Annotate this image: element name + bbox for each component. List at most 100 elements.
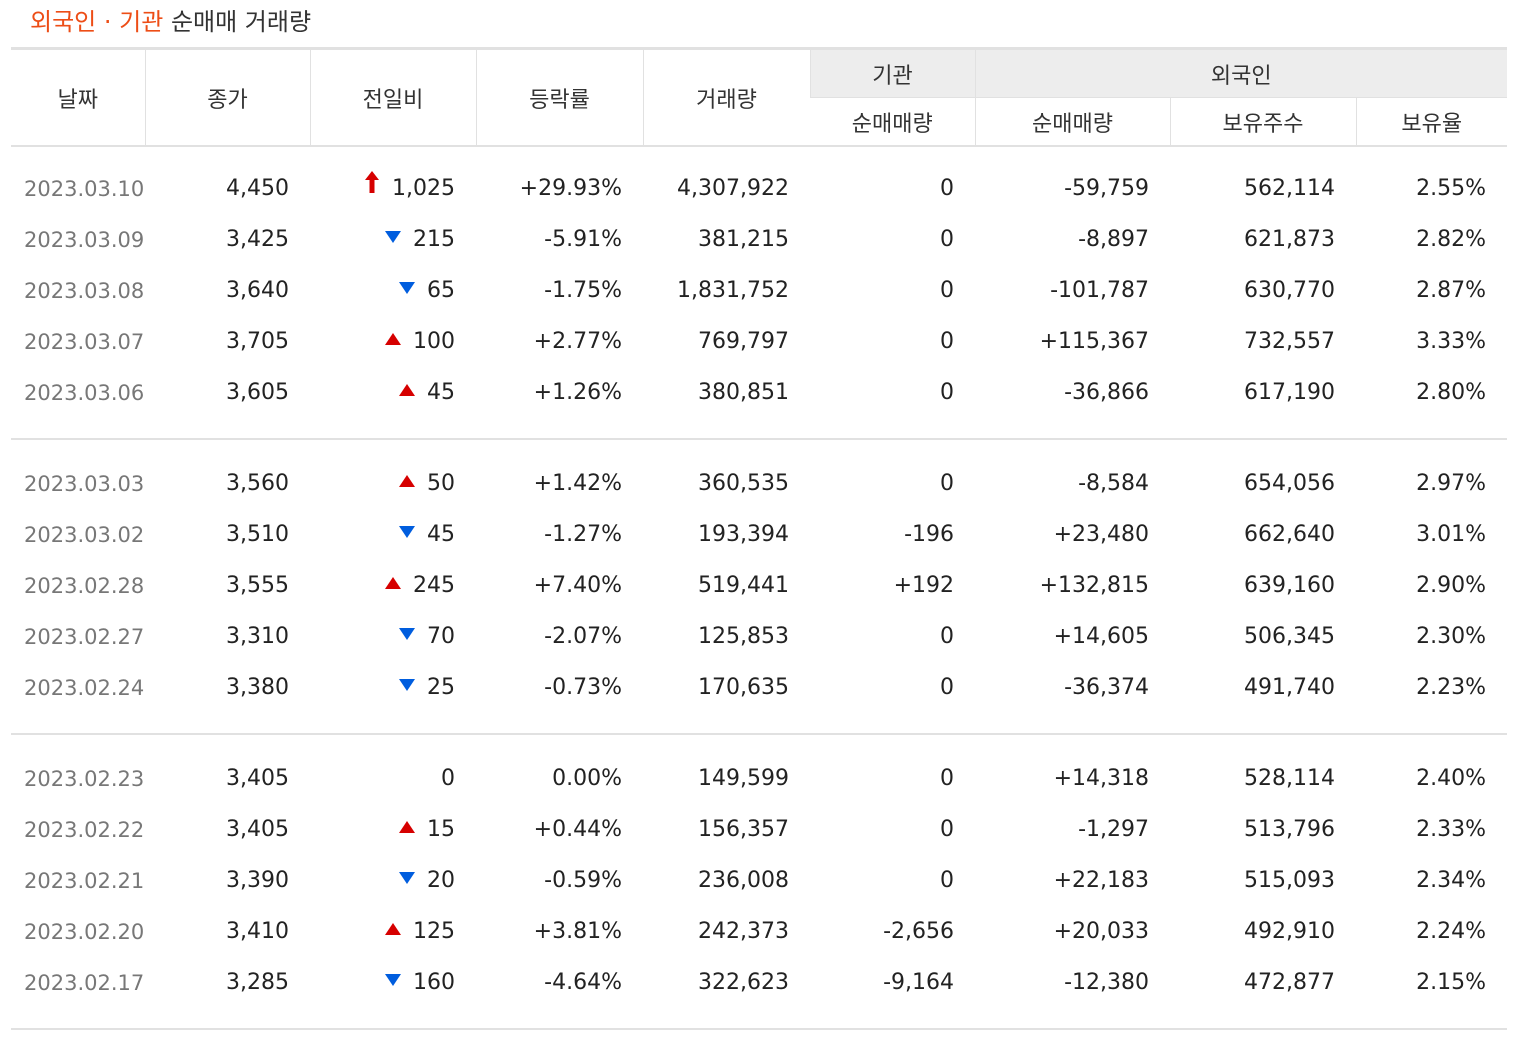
rate-cell: -0.59% [476,855,643,906]
change-value: 1,025 [392,175,455,201]
change-value: 245 [413,573,455,598]
inst-net-cell-value: 0 [940,176,954,201]
group-spacer [11,734,1507,753]
rate-cell-value: +2.77% [533,329,622,354]
holdings-cell-value: 528,114 [1244,766,1335,791]
triangle-up-icon [399,475,415,487]
date-cell-value: 2023.03.02 [24,522,145,547]
date-cell-value: 2023.03.06 [24,380,145,405]
table-row: 2023.02.17 3,285 160 -4.64% 322,623 -9,164 -12… [11,957,1507,1008]
holdings-cell: 515,093 [1170,855,1356,906]
volume-cell: 4,307,922 [643,163,810,214]
foreign-net-cell: +20,033 [975,906,1170,957]
change-cell: 125 [310,906,476,957]
inst-net-cell: 0 [810,458,975,509]
foreign-net-cell-value: +14,318 [1053,766,1149,791]
holdings-cell-value: 472,877 [1244,970,1335,995]
date-cell: 2023.03.10 [11,163,145,214]
foreign-net-cell-value: -36,866 [1064,380,1149,405]
rate-cell: -1.75% [476,265,643,316]
foreign-net-cell: +23,480 [975,509,1170,560]
limit-up-arrow-icon [364,170,380,200]
rate-cell-value: +0.44% [533,817,622,842]
close-cell: 3,390 [145,855,310,906]
inst-net-cell-value: 0 [940,817,954,842]
change-cell: 20 [310,855,476,906]
header-inst-net: 순매매량 [810,97,975,147]
date-cell: 2023.03.09 [11,214,145,265]
inst-net-cell-value: 0 [940,471,954,496]
volume-cell-value: 170,635 [698,675,789,700]
title-rest: 순매매 거래량 [170,8,312,36]
close-cell: 3,705 [145,316,310,367]
table-row: 2023.02.23 3,405 0 0.00% 149,599 0 +14,318 528,… [11,753,1507,804]
change-value: 160 [413,970,455,995]
change-value: 45 [427,380,455,405]
change-value: 20 [427,868,455,893]
hold-ratio-cell: 2.23% [1356,662,1507,713]
date-cell-value: 2023.02.22 [24,817,145,842]
volume-cell: 236,008 [643,855,810,906]
volume-cell-value: 322,623 [698,970,789,995]
inst-net-cell: 0 [810,611,975,662]
triangle-down-icon [385,974,401,986]
date-cell-value: 2023.02.20 [24,919,145,944]
inst-net-cell-value: 0 [940,329,954,354]
hold-ratio-cell-value: 2.90% [1416,573,1487,598]
group-spacer [11,439,1507,458]
holdings-cell-value: 621,873 [1244,227,1335,252]
table-row: 2023.02.20 3,410 125 +3.81% 242,373 -2,656 +20… [11,906,1507,957]
hold-ratio-cell-value: 2.23% [1416,675,1487,700]
date-cell: 2023.03.06 [11,367,145,418]
hold-ratio-cell-value: 2.82% [1416,227,1487,252]
hold-ratio-cell-value: 2.24% [1416,919,1487,944]
hold-ratio-cell: 2.97% [1356,458,1507,509]
foreign-net-cell: -8,897 [975,214,1170,265]
close-cell: 3,380 [145,662,310,713]
holdings-cell: 472,877 [1170,957,1356,1008]
rate-cell: +1.26% [476,367,643,418]
close-cell-value: 3,510 [226,522,289,547]
header-close: 종가 [144,47,310,147]
triangle-up-icon [385,923,401,935]
rate-cell-value: -4.64% [544,970,622,995]
volume-cell: 380,851 [643,367,810,418]
rate-cell: +1.42% [476,458,643,509]
hold-ratio-cell: 2.24% [1356,906,1507,957]
inst-net-cell-value: -9,164 [883,970,954,995]
inst-net-cell: -196 [810,509,975,560]
holdings-cell: 506,345 [1170,611,1356,662]
volume-cell: 360,535 [643,458,810,509]
change-value: 45 [427,522,455,547]
foreign-net-cell: +115,367 [975,316,1170,367]
volume-cell: 125,853 [643,611,810,662]
header-institution: 기관 [809,47,975,98]
volume-cell-value: 193,394 [698,522,789,547]
triangle-down-icon [399,872,415,884]
close-cell: 3,410 [145,906,310,957]
group-spacer [11,146,1507,163]
close-cell: 3,310 [145,611,310,662]
inst-net-cell-value: 0 [940,227,954,252]
volume-cell: 156,357 [643,804,810,855]
close-cell: 3,640 [145,265,310,316]
rate-cell-value: +1.26% [533,380,622,405]
change-value: 65 [427,278,455,303]
volume-cell-value: 1,831,752 [677,278,789,303]
triangle-up-icon [399,821,415,833]
rate-cell: -5.91% [476,214,643,265]
close-cell: 3,510 [145,509,310,560]
hold-ratio-cell-value: 2.55% [1416,176,1487,201]
volume-cell: 519,441 [643,560,810,611]
date-cell: 2023.03.07 [11,316,145,367]
change-value: 15 [427,817,455,842]
close-cell-value: 3,410 [226,919,289,944]
inst-net-cell: +192 [810,560,975,611]
date-cell: 2023.02.21 [11,855,145,906]
hold-ratio-cell-value: 2.80% [1416,380,1487,405]
volume-cell-value: 149,599 [698,766,789,791]
rate-cell-value: -2.07% [544,624,622,649]
holdings-cell: 562,114 [1170,163,1356,214]
table-row: 2023.03.02 3,510 45 -1.27% 193,394 -196 +23,48… [11,509,1507,560]
rate-cell-value: +1.42% [533,471,622,496]
